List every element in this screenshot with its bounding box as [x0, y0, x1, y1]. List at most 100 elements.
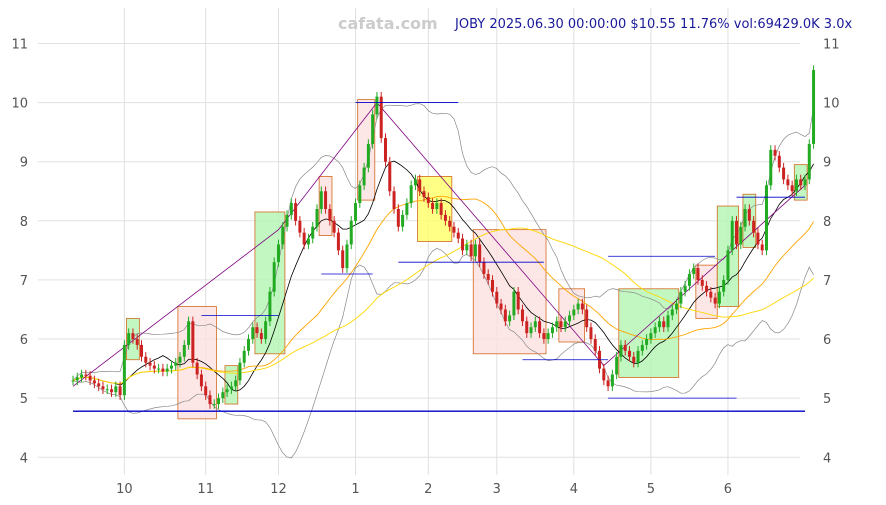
candle-body: [790, 185, 794, 192]
candle-body: [366, 143, 370, 168]
candle-body: [585, 309, 589, 328]
candle-body: [84, 374, 88, 376]
candle-body: [786, 179, 790, 186]
candle-body: [169, 365, 173, 369]
y-tick-label: 4: [823, 451, 831, 466]
candle-body: [276, 244, 280, 263]
candle-body: [306, 238, 310, 245]
candle-body: [469, 244, 473, 257]
candle-body: [666, 315, 670, 328]
candle-body: [105, 389, 109, 391]
candle-body: [683, 285, 687, 292]
candle-body: [632, 356, 636, 363]
candle-body: [409, 185, 413, 204]
candle-body: [234, 380, 238, 387]
x-tick-label: 10: [116, 482, 133, 497]
candle-body: [319, 191, 323, 209]
candle-body: [482, 262, 486, 275]
candle-body: [294, 203, 298, 221]
y-axis-right: 4 5 6 7 8 9 10 11: [823, 37, 840, 466]
candle-body: [473, 244, 477, 257]
candle-body: [349, 220, 353, 245]
candle-body: [448, 220, 452, 227]
candle-body: [144, 356, 148, 363]
candle-body: [238, 362, 242, 381]
candle-body: [139, 344, 143, 357]
y-tick-label: 5: [823, 392, 831, 407]
candle-body: [491, 279, 495, 292]
candle-body: [80, 374, 84, 378]
candle-body: [182, 344, 186, 357]
candle-body: [435, 203, 439, 209]
range-box: [357, 99, 376, 201]
candle-body: [259, 333, 263, 340]
candle-body: [777, 155, 781, 168]
candle-body: [550, 327, 554, 334]
candle-body: [97, 383, 101, 387]
candle-body: [589, 327, 593, 340]
candle-body: [653, 327, 657, 334]
candle-body: [508, 315, 512, 322]
candle-body: [396, 208, 400, 227]
candle-body: [152, 365, 156, 369]
candle-body: [726, 250, 730, 280]
candle-body: [739, 226, 743, 245]
x-tick-label: 3: [493, 482, 501, 497]
candle-body: [568, 315, 572, 322]
x-tick-label: 11: [197, 482, 214, 497]
y-axis-left: 4 5 6 7 8 9 10 11: [11, 37, 28, 466]
candle-body: [807, 143, 811, 180]
candle-body: [657, 321, 661, 328]
x-tick-label: 12: [270, 482, 287, 497]
candle-body: [75, 377, 79, 381]
candle-body: [418, 179, 422, 192]
ticker-info: JOBY 2025.06.30 00:00:00 $10.55 11.76% v…: [455, 17, 853, 32]
candle-body: [735, 220, 739, 245]
y-tick-label: 9: [823, 156, 831, 171]
watermark: cafata.com: [338, 14, 438, 33]
candle-body: [392, 191, 396, 209]
candle-body: [687, 274, 691, 286]
candle-body: [675, 303, 679, 310]
candle-body: [157, 368, 161, 370]
candle-body: [289, 203, 293, 215]
candle-body: [439, 203, 443, 215]
candle-body: [191, 321, 195, 363]
candle-body: [217, 398, 221, 405]
candle-body: [131, 333, 135, 340]
candle-body: [486, 274, 490, 280]
x-tick-label: 1: [351, 482, 359, 497]
range-box: [558, 288, 585, 343]
candle-body: [764, 185, 768, 251]
candle-body: [341, 250, 345, 269]
candle-body: [178, 356, 182, 363]
candle-body: [328, 208, 332, 221]
candle-body: [555, 321, 559, 328]
candle-body: [606, 380, 610, 387]
candle-body: [101, 386, 105, 390]
candle-body: [315, 208, 319, 227]
x-tick-label: 4: [570, 482, 578, 497]
candle-body: [324, 191, 328, 209]
candle-body: [362, 167, 366, 186]
y-tick-label: 10: [11, 97, 28, 112]
upper-band-line: [72, 103, 814, 381]
y-tick-label: 5: [20, 392, 28, 407]
candle-body: [580, 303, 584, 310]
candle-body: [645, 339, 649, 345]
candle-body: [242, 350, 246, 363]
candle-body: [525, 321, 529, 334]
candle-body: [627, 350, 631, 357]
candle-body: [443, 214, 447, 221]
candle-body: [769, 149, 773, 186]
lower-band-line: [72, 248, 814, 459]
candle-body: [670, 309, 674, 316]
candle-body: [92, 380, 96, 384]
candle-body: [311, 226, 315, 239]
candle-body: [773, 149, 777, 156]
candle-body: [110, 389, 114, 393]
candle-body: [199, 374, 203, 387]
candle-body: [563, 321, 567, 328]
candle-body: [247, 339, 251, 351]
candle-body: [538, 321, 542, 334]
